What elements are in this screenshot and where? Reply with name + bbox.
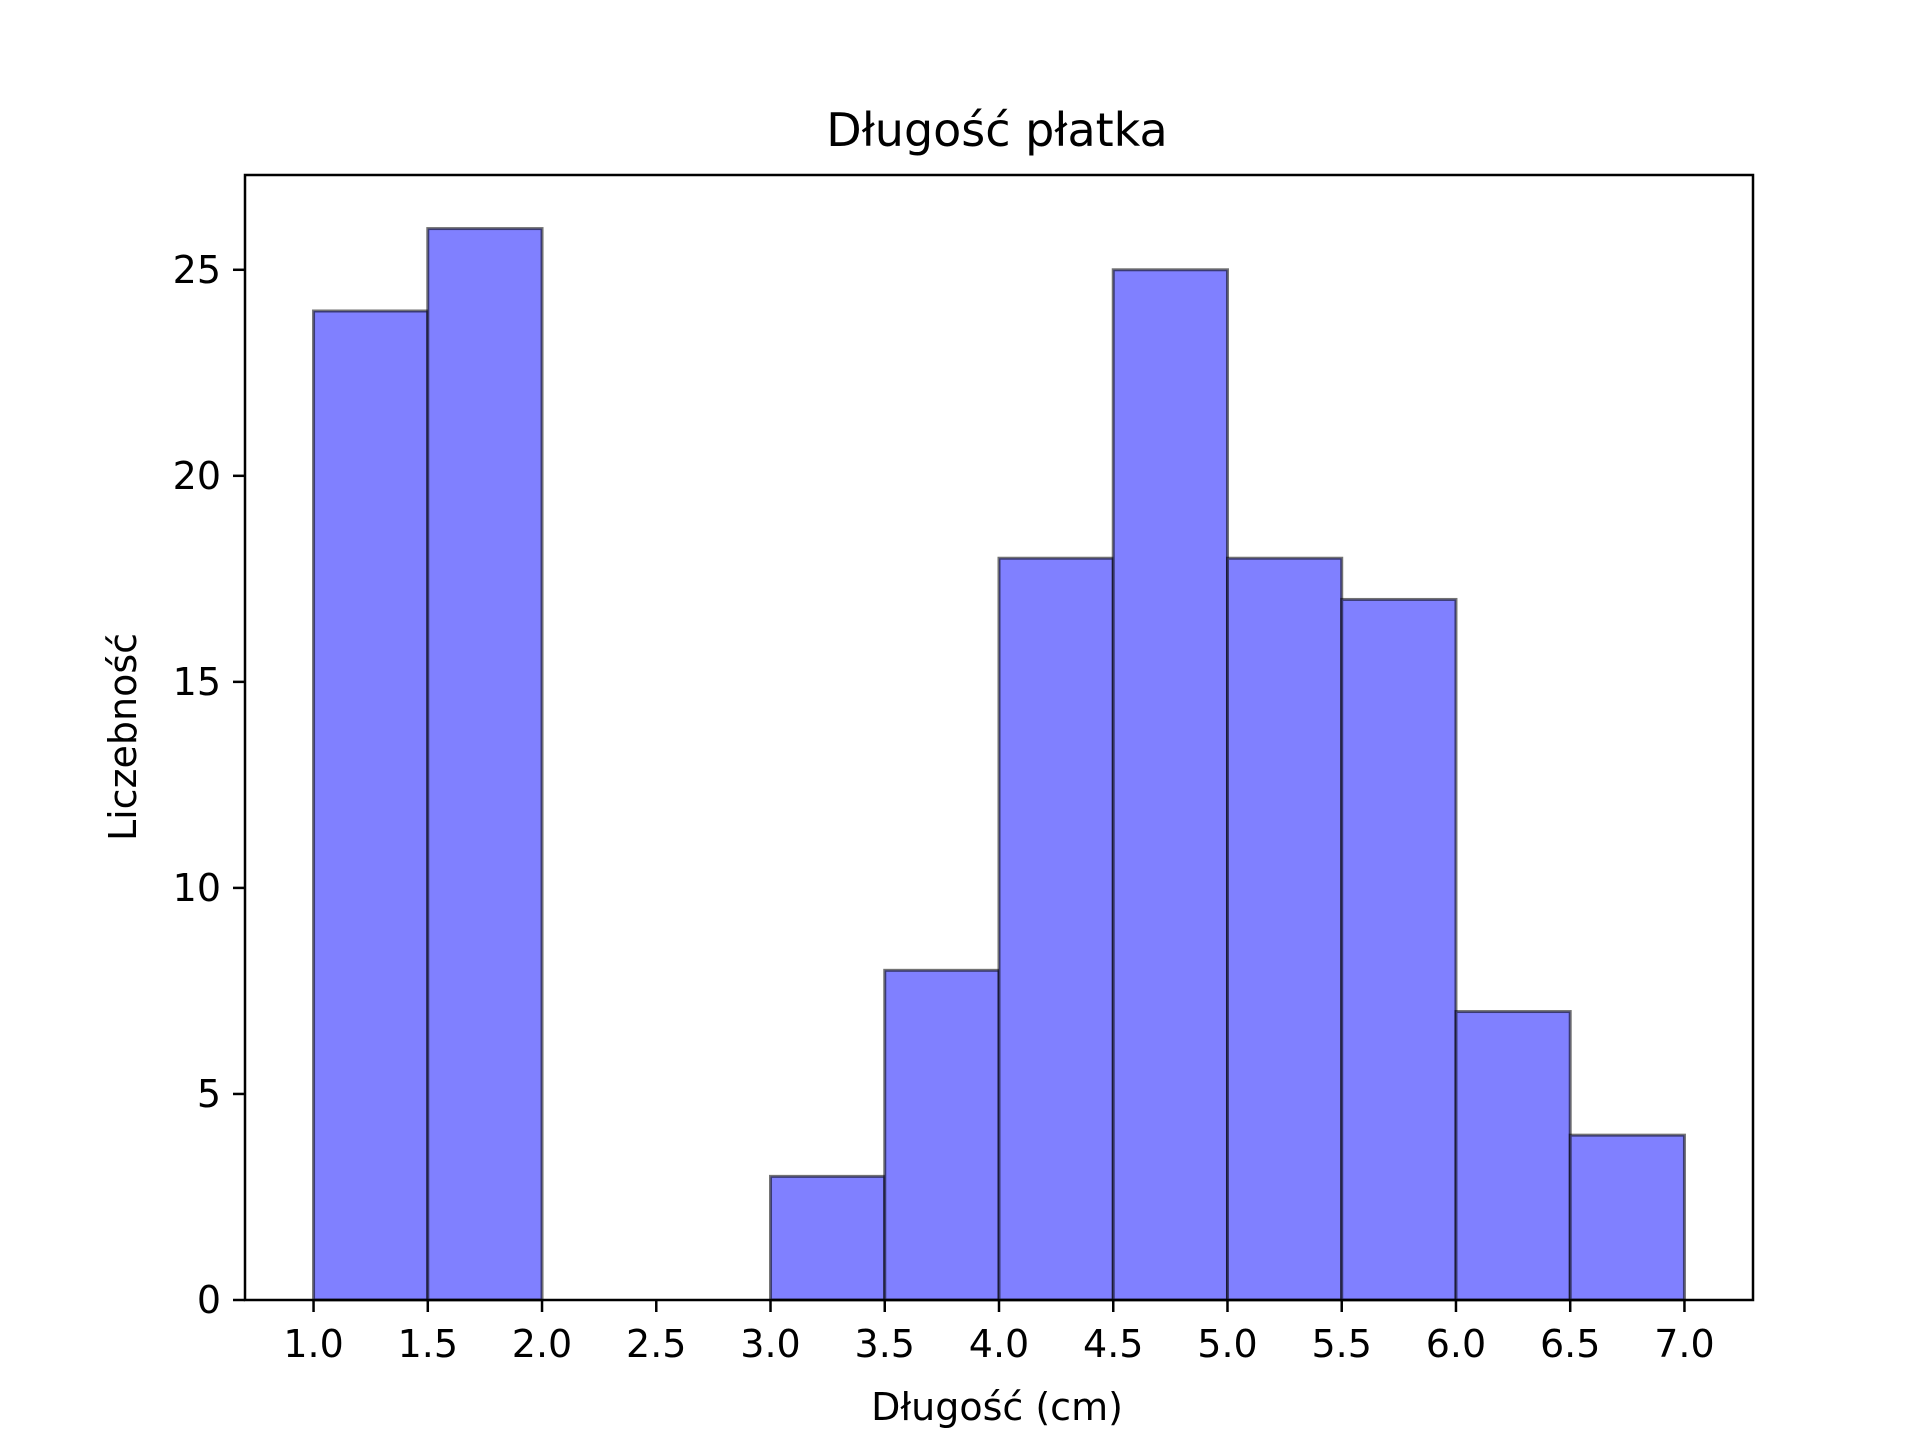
y-tick-label-4: 20	[173, 454, 221, 498]
x-tick-label-2: 2.0	[512, 1322, 572, 1366]
histogram-bar-7	[1111, 268, 1229, 1302]
y-tick-label-5: 25	[173, 248, 221, 292]
histogram-bar-8	[1225, 556, 1344, 1302]
x-tick-label-10: 6.0	[1426, 1322, 1486, 1366]
histogram-bar-5	[883, 968, 1001, 1302]
x-tick-label-1: 1.5	[398, 1322, 458, 1366]
histogram-bar-9	[1340, 597, 1458, 1302]
x-tick-label-6: 4.0	[969, 1322, 1029, 1366]
x-tick-label-12: 7.0	[1654, 1322, 1714, 1366]
y-tick-label-2: 10	[173, 866, 221, 910]
y-axis-ticks: 0 5 10 15 20 25	[173, 248, 245, 1322]
histogram-bar-6	[997, 556, 1115, 1302]
x-tick-label-0: 1.0	[283, 1322, 343, 1366]
histogram-bar-4	[769, 1174, 887, 1302]
histogram-bar-10	[1454, 1010, 1572, 1302]
bars-layer	[312, 227, 1686, 1302]
y-axis-label: Liczebność	[101, 633, 145, 841]
x-tick-label-5: 3.5	[855, 1322, 915, 1366]
x-tick-label-9: 5.5	[1312, 1322, 1372, 1366]
chart-title: Długość płatka	[826, 103, 1167, 157]
x-axis-ticks: 1.0 1.5 2.0 2.5 3.0 3.5 4.0 4.5 5.0 5.5 6.0 6.5 7.0	[283, 1300, 1715, 1366]
x-tick-label-7: 4.5	[1083, 1322, 1143, 1366]
x-tick-label-3: 2.5	[626, 1322, 686, 1366]
y-tick-label-1: 5	[197, 1072, 221, 1116]
x-axis-label: Długość (cm)	[871, 1385, 1123, 1429]
y-tick-label-3: 15	[173, 660, 221, 704]
x-tick-label-8: 5.0	[1197, 1322, 1257, 1366]
y-tick-label-0: 0	[197, 1278, 221, 1322]
x-tick-label-11: 6.5	[1540, 1322, 1600, 1366]
histogram-bar-1	[426, 227, 544, 1302]
histogram-bar-11	[1568, 1133, 1686, 1302]
histogram-bar-0	[312, 309, 430, 1302]
x-tick-label-4: 3.0	[740, 1322, 800, 1366]
